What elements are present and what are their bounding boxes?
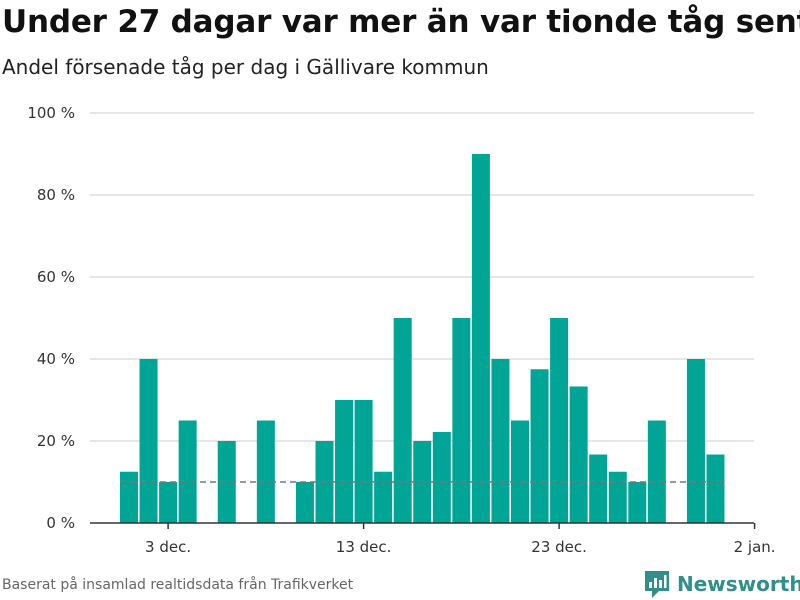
y-tick-label: 100 % (27, 104, 75, 122)
bar (217, 441, 236, 523)
newsworthy-logo-icon (645, 571, 669, 598)
bar (139, 359, 158, 523)
y-tick-label: 40 % (37, 350, 75, 368)
bar (471, 154, 490, 523)
y-tick-label: 20 % (37, 432, 75, 450)
bar (608, 471, 627, 523)
bar (120, 471, 138, 523)
y-tick-label: 80 % (37, 186, 75, 204)
bar (374, 471, 393, 523)
bar (256, 420, 275, 523)
bar (589, 454, 608, 523)
bar (530, 369, 549, 523)
x-tick-label: 2 jan. (734, 538, 776, 556)
source-note: Baserat på insamlad realtidsdata från Tr… (2, 577, 354, 593)
bar (432, 431, 451, 523)
bar (178, 420, 197, 523)
bar (706, 454, 725, 523)
x-tick-label: 13 dec. (336, 538, 392, 556)
x-tick-label: 3 dec. (145, 538, 191, 556)
bar (491, 359, 510, 523)
bar (569, 386, 588, 523)
bar (295, 482, 314, 523)
brand-logo: Newsworthy (643, 569, 800, 599)
x-tick-label: 23 dec. (531, 538, 587, 556)
bar (511, 420, 529, 523)
y-tick-label: 0 % (46, 514, 75, 532)
bar (686, 359, 705, 523)
bar (393, 318, 412, 523)
bar (335, 400, 354, 523)
bar (550, 318, 569, 523)
bar (354, 400, 373, 523)
bar-layer (120, 154, 725, 523)
chart-title: Under 27 dagar var mer än var tionde tåg… (2, 4, 800, 40)
grid-layer (90, 112, 754, 442)
axis-layer: 0 % 20 % 40 % 60 % 80 % 100 % 3 dec. 13 dec. 23 … (27, 104, 775, 556)
bar (159, 482, 178, 523)
bar (452, 318, 471, 523)
brand-name: Newsworthy (677, 572, 800, 596)
bar (628, 482, 647, 523)
chart-subtitle: Andel försenade tåg per dag i Gällivare … (2, 55, 489, 79)
y-tick-label: 60 % (37, 268, 75, 286)
bar (647, 420, 666, 523)
